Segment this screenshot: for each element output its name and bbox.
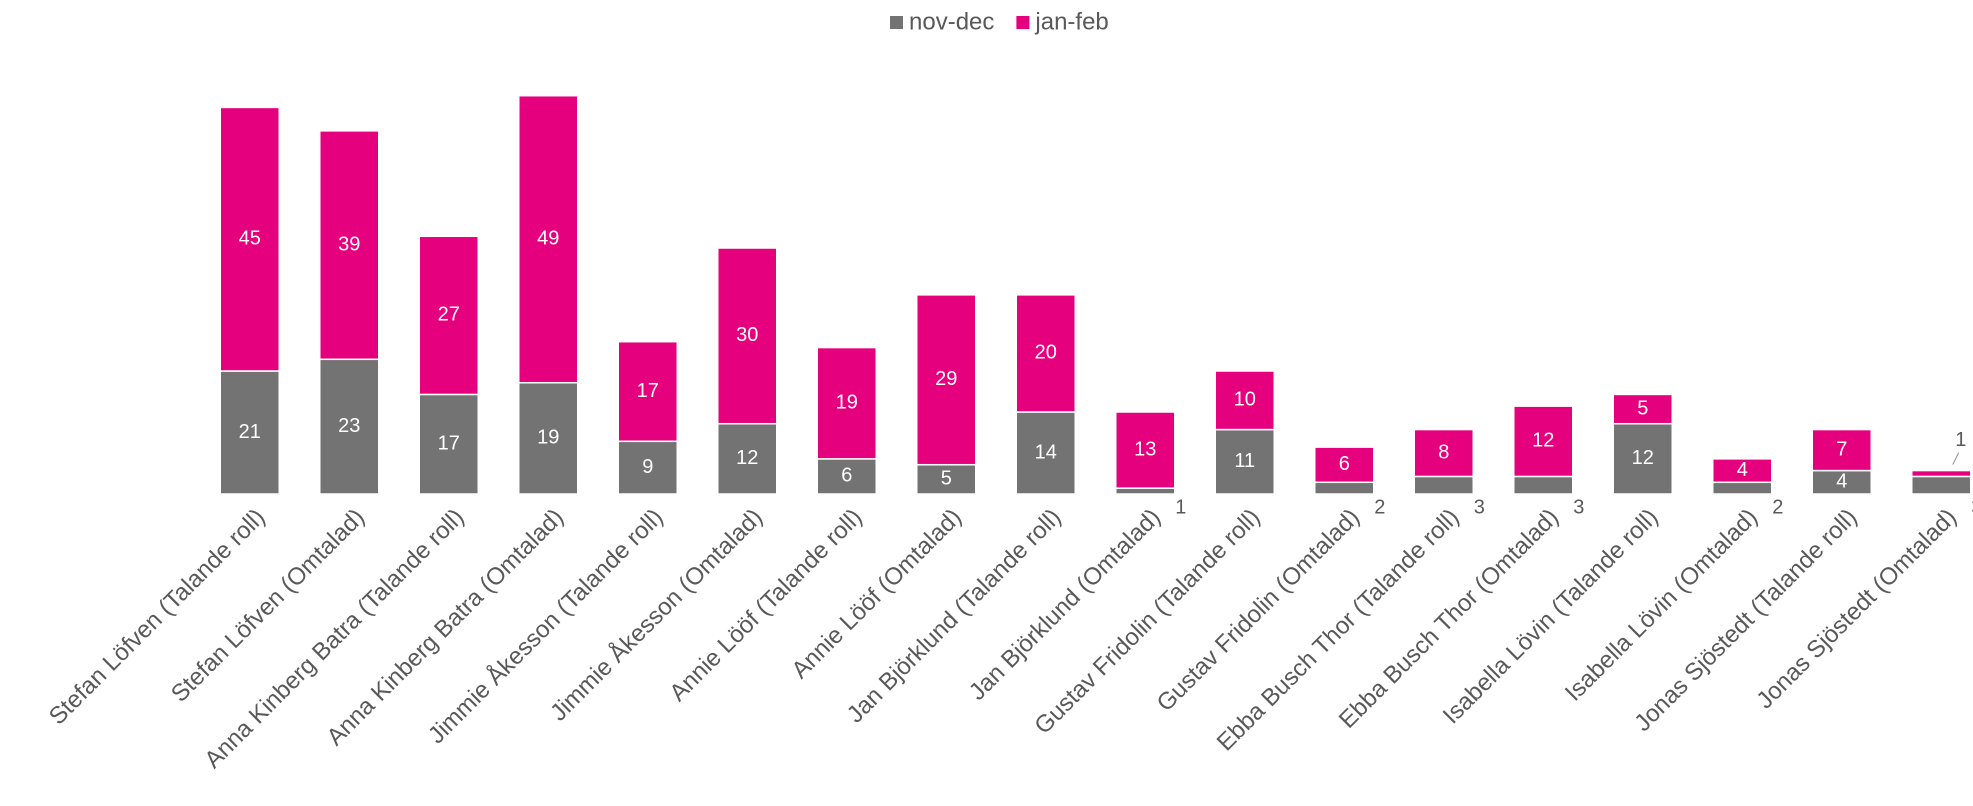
data-label: 12 xyxy=(1532,430,1554,452)
data-label: 12 xyxy=(736,447,758,469)
x-tick-label: Jimmie Åkesson (Omtalad) xyxy=(544,503,768,727)
leader-line xyxy=(1952,452,1960,465)
data-label: 6 xyxy=(1339,453,1350,475)
data-label: 17 xyxy=(637,380,659,402)
bar-segment xyxy=(816,346,877,460)
x-tick-label: Jan Björklund (Talande roll) xyxy=(842,504,1067,729)
bar-segment xyxy=(1811,428,1872,472)
bar-segment xyxy=(418,393,479,495)
bar-segment xyxy=(219,106,280,372)
bar-segment xyxy=(1115,487,1176,495)
data-label: 10 xyxy=(1234,389,1256,411)
bar-segment xyxy=(1115,411,1176,489)
data-label: 9 xyxy=(642,456,653,478)
data-label: 30 xyxy=(736,324,758,346)
x-tick-label: Isabella Lövin (Talande roll) xyxy=(1438,504,1664,730)
bar-segment xyxy=(1314,481,1375,495)
bar-segment xyxy=(916,463,977,495)
bar-segment xyxy=(1513,475,1574,495)
bar-segment xyxy=(617,440,678,495)
data-label: 17 xyxy=(438,432,460,454)
bar-segment xyxy=(319,130,380,361)
data-label: 45 xyxy=(239,227,261,249)
data-label: 19 xyxy=(537,427,559,449)
bar-segment xyxy=(319,358,380,495)
data-label: 29 xyxy=(935,368,957,390)
data-label: 1 xyxy=(1955,429,1966,451)
data-label: 13 xyxy=(1134,438,1156,460)
data-label: 2 xyxy=(1772,496,1783,518)
bar-segment xyxy=(1911,475,1972,495)
data-label: 3 xyxy=(1474,496,1485,518)
data-label: 6 xyxy=(841,465,852,487)
x-tick-label: Isabella Lövin (Omtalad) xyxy=(1560,504,1763,707)
x-tick-label: Gustav Fridolin (Omtalad) xyxy=(1152,504,1365,717)
data-label: 12 xyxy=(1632,447,1654,469)
bar-segment xyxy=(1513,405,1574,478)
legend-swatch xyxy=(890,16,903,29)
bar-segment xyxy=(1911,469,1972,478)
x-tick-label: Annie Lööf (Talande roll) xyxy=(664,504,867,707)
data-label: 23 xyxy=(338,415,360,437)
bar-segment xyxy=(518,94,579,384)
data-label: 4 xyxy=(1836,471,1847,493)
bar-segment xyxy=(916,294,977,466)
bar-segment xyxy=(1712,481,1773,495)
data-label: 8 xyxy=(1438,441,1449,463)
legend-swatch xyxy=(1016,16,1030,29)
bar-segment xyxy=(1015,411,1076,495)
data-label: 3 xyxy=(1573,496,1584,518)
bar-segment xyxy=(717,422,778,495)
data-label: 20 xyxy=(1035,342,1057,364)
bar-segment xyxy=(1413,428,1474,478)
data-label: 5 xyxy=(941,468,952,490)
data-label: 49 xyxy=(537,227,559,249)
bar-segment xyxy=(418,235,479,396)
bar-segment xyxy=(1015,294,1076,413)
data-label: 39 xyxy=(338,233,360,255)
bar-segment xyxy=(617,340,678,443)
bar-segment xyxy=(1214,370,1275,431)
legend-label: nov-dec xyxy=(909,8,994,35)
x-tick-label: Annie Lööf (Omtalad) xyxy=(787,504,967,684)
bar-segment xyxy=(717,247,778,425)
legend-label: jan-feb xyxy=(1034,8,1108,35)
x-tick-label: Jan Björklund (Omtalad) xyxy=(964,504,1166,706)
bar-segment xyxy=(1314,446,1375,484)
bar-segment xyxy=(1612,393,1673,425)
bar-segment xyxy=(1413,475,1474,495)
x-tick-label: Stefan Löfven (Omtalad) xyxy=(166,504,370,708)
data-label: 21 xyxy=(239,421,261,443)
bar-segment xyxy=(219,370,280,495)
data-label: 27 xyxy=(438,304,460,326)
bar-segment xyxy=(816,458,877,495)
data-label: 2 xyxy=(1374,496,1385,518)
data-label: 5 xyxy=(1637,397,1648,419)
bar-segment xyxy=(1612,422,1673,495)
bar-segment xyxy=(1712,458,1773,484)
data-label: 14 xyxy=(1035,441,1057,463)
data-label: 19 xyxy=(836,391,858,413)
data-label: 11 xyxy=(1234,450,1255,472)
data-label: 4 xyxy=(1737,459,1748,481)
bar-segment xyxy=(518,381,579,495)
x-tick-label: Jonas Sjöstedt (Omtalad) xyxy=(1751,504,1962,715)
data-label: 3 xyxy=(1971,496,1973,518)
data-label: 7 xyxy=(1836,438,1847,460)
data-label: 1 xyxy=(1175,496,1186,518)
